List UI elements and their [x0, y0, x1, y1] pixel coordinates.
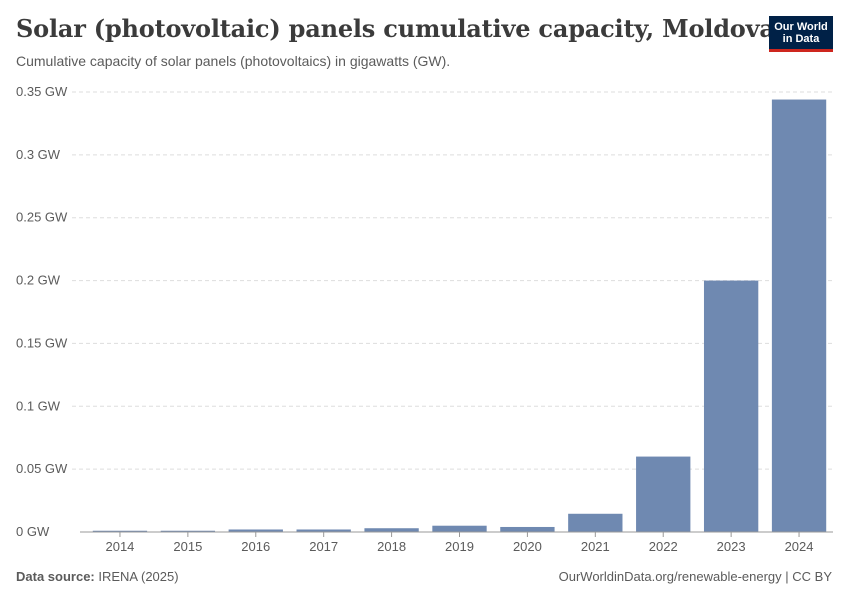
bar-2023[interactable] — [703, 280, 759, 532]
y-tick-label: 0.25 GW — [16, 210, 68, 225]
x-tick-label: 2020 — [513, 539, 542, 554]
bar-2016[interactable] — [228, 529, 283, 532]
y-tick-label: 0.05 GW — [16, 461, 68, 476]
data-source: Data source: IRENA (2025) — [16, 569, 179, 584]
x-tick-label: 2018 — [377, 539, 406, 554]
x-tick-label: 2017 — [309, 539, 338, 554]
bar-2019[interactable] — [432, 525, 487, 532]
y-axis-ticks: 0 GW 0.05 GW 0.1 GW 0.15 GW 0.2 GW 0.25 GW 0.3… — [16, 84, 68, 539]
x-tick-label: 2019 — [445, 539, 474, 554]
logo-line-1: Our World — [774, 20, 828, 33]
chart-title: Solar (photovoltaic) panels cumulative c… — [16, 14, 775, 43]
y-tick-label: 0.35 GW — [16, 84, 68, 99]
bars — [92, 99, 827, 533]
bar-2021[interactable] — [568, 513, 623, 532]
y-tick-label: 0.15 GW — [16, 335, 68, 350]
y-tick-label: 0.3 GW — [16, 147, 61, 162]
chart-subtitle: Cumulative capacity of solar panels (pho… — [16, 53, 451, 69]
x-tick-label: 2014 — [105, 539, 134, 554]
bar-2022[interactable] — [636, 456, 691, 532]
bar-2014[interactable] — [92, 530, 148, 532]
x-axis — [80, 531, 833, 537]
x-axis-ticks: 2014 2015 2016 2017 2018 2019 2020 2021 2022 2023… — [105, 539, 813, 554]
bar-2024[interactable] — [771, 99, 827, 533]
logo-line-2: in Data — [782, 32, 820, 45]
bar-2015[interactable] — [160, 530, 216, 532]
data-source-label: Data source: — [16, 569, 95, 584]
x-tick-label: 2021 — [581, 539, 610, 554]
bar-2017[interactable] — [296, 529, 351, 532]
x-tick-label: 2022 — [649, 539, 678, 554]
x-tick-label: 2016 — [241, 539, 270, 554]
x-tick-label: 2024 — [785, 539, 814, 554]
x-tick-label: 2015 — [173, 539, 202, 554]
y-tick-label: 0.1 GW — [16, 398, 61, 413]
owid-logo[interactable]: Our World in Data — [769, 16, 833, 52]
footer-credit-link[interactable]: OurWorldinData.org/renewable-energy | CC… — [558, 569, 832, 584]
gridlines — [72, 91, 833, 470]
data-source-value: IRENA (2025) — [98, 569, 179, 584]
bar-2020[interactable] — [500, 526, 555, 532]
x-tick-label: 2023 — [717, 539, 746, 554]
y-tick-label: 0 GW — [16, 524, 50, 539]
bar-2018[interactable] — [364, 528, 419, 532]
y-tick-label: 0.2 GW — [16, 273, 61, 288]
